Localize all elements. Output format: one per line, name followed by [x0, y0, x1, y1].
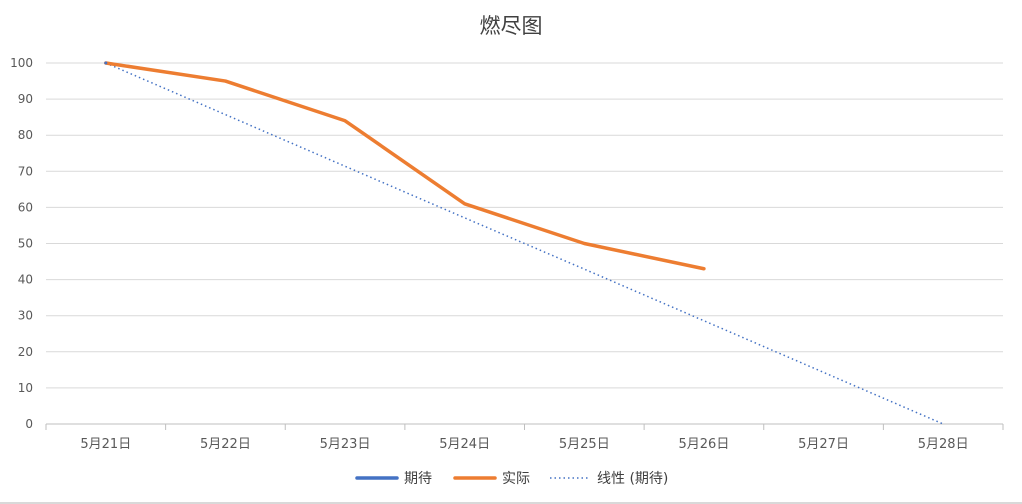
y-tick-label: 30 — [18, 309, 33, 323]
y-tick-label: 70 — [18, 164, 33, 178]
series-line-0 — [104, 61, 108, 65]
x-tick-label: 5月26日 — [679, 437, 730, 452]
series-line-2 — [105, 62, 944, 425]
x-tick-label: 5月25日 — [559, 437, 610, 452]
y-tick-label: 60 — [18, 200, 33, 214]
x-tick-label: 5月22日 — [200, 437, 251, 452]
y-tick-label: 10 — [18, 381, 33, 395]
legend-label: 期待 — [404, 471, 432, 487]
y-tick-label: 0 — [25, 417, 33, 431]
y-tick-label: 80 — [18, 128, 33, 142]
x-tick-label: 5月27日 — [798, 437, 849, 452]
legend-label: 线性 (期待) — [597, 471, 668, 487]
y-tick-label: 40 — [18, 273, 33, 287]
x-tick-label: 5月28日 — [918, 437, 969, 452]
y-tick-label: 50 — [18, 237, 33, 251]
y-tick-label: 20 — [18, 345, 33, 359]
bottom-divider — [0, 502, 1022, 504]
chart-title: 燃尽图 — [479, 14, 543, 38]
legend-label: 实际 — [502, 471, 530, 487]
x-tick-label: 5月21日 — [80, 437, 131, 452]
x-tick-label: 5月23日 — [320, 437, 371, 452]
x-tick-label: 5月24日 — [439, 437, 490, 452]
y-tick-label: 90 — [18, 92, 33, 106]
y-tick-label: 100 — [10, 56, 33, 70]
series-line-1 — [104, 61, 706, 271]
